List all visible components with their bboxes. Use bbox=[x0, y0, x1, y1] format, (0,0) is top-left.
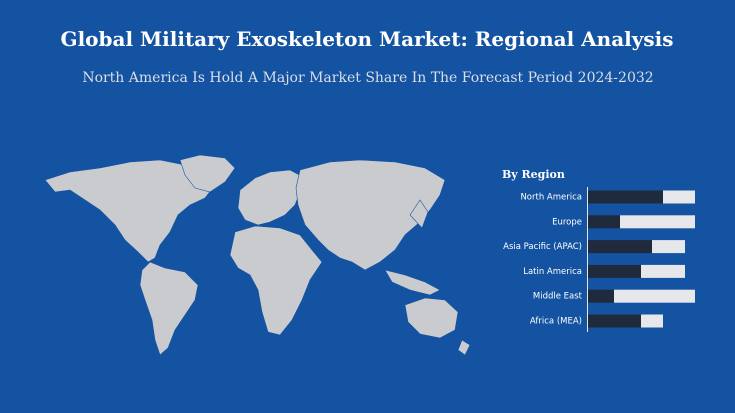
category-label: North America bbox=[520, 193, 582, 203]
category-label: Latin America bbox=[523, 267, 582, 277]
bar-segment bbox=[588, 289, 614, 303]
category-label: Asia Pacific (APAC) bbox=[503, 242, 582, 252]
world-map bbox=[44, 154, 471, 356]
bar-segment bbox=[588, 215, 620, 229]
bar-segment bbox=[641, 264, 685, 278]
chart-title: Global Military Exoskeleton Market: Regi… bbox=[60, 27, 673, 51]
bar-segment bbox=[588, 314, 641, 328]
category-label: Europe bbox=[552, 217, 582, 227]
category-label: Africa (MEA) bbox=[530, 317, 582, 327]
chart-subtitle: North America Is Hold A Major Market Sha… bbox=[82, 70, 653, 86]
bar-segment bbox=[620, 215, 695, 229]
bar-segment bbox=[641, 314, 663, 328]
bar-segment bbox=[652, 240, 685, 254]
bar-segment bbox=[588, 264, 641, 278]
bar-segment bbox=[588, 240, 652, 254]
category-label: Middle East bbox=[533, 292, 583, 302]
bar-segment bbox=[614, 289, 695, 303]
bar-segment bbox=[663, 190, 695, 204]
panel-title: By Region bbox=[502, 168, 565, 181]
bar-segment bbox=[588, 190, 663, 204]
